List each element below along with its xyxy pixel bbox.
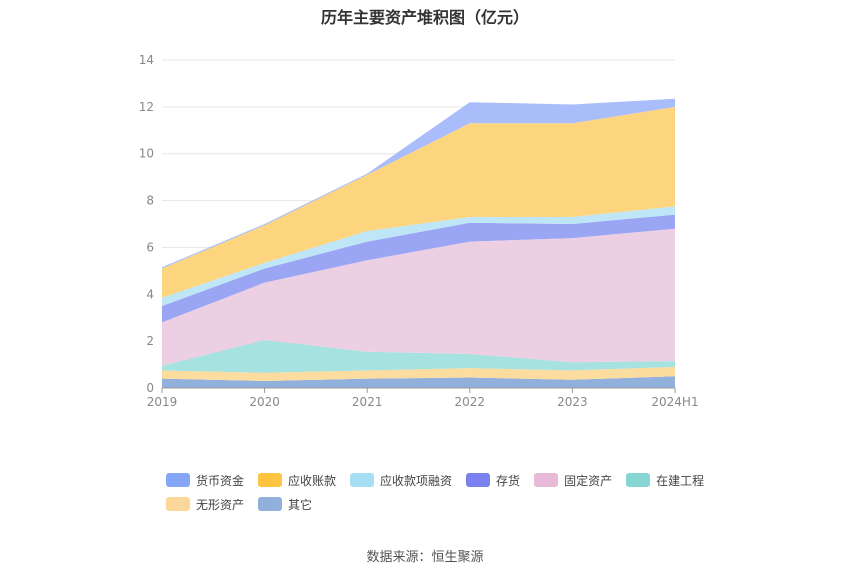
legend-swatch [166,473,190,487]
y-tick-label: 2 [146,334,154,348]
legend-item[interactable]: 固定资产 [534,472,612,488]
area-series-其它 [162,376,675,388]
legend-swatch [258,473,283,487]
area-series-group [162,98,675,388]
x-tick-label: 2019 [147,395,178,409]
x-tick-label: 2024H1 [651,395,698,409]
axes: 0 2 4 6 8 10 12 14 2019 2020 2021 2022 2023 2024H1 [139,53,699,409]
x-tick-label: 2020 [249,395,280,409]
legend-label: 其它 [288,497,313,512]
data-source-note: 数据来源：恒生聚源 [366,550,484,565]
area-series-在建工程 [162,340,675,373]
legend-label: 货币资金 [196,473,245,488]
legend-swatch [166,497,190,511]
legend-item[interactable]: 货币资金 [166,472,244,488]
legend-label: 在建工程 [656,473,705,488]
legend-swatch [626,473,651,487]
area-series-固定资产 [162,228,675,366]
legend-item[interactable]: 在建工程 [626,472,704,488]
y-tick-label: 0 [146,381,154,395]
legend-item[interactable]: 存货 [466,472,520,488]
legend-swatch [350,473,375,487]
legend-label: 存货 [496,473,521,488]
legend-item[interactable]: 应收账款 [258,472,336,488]
y-tick-label: 8 [146,194,154,208]
y-tick-label: 6 [146,240,154,254]
area-series-应收账款 [162,106,675,298]
legend-label: 应收款项融资 [380,473,453,488]
chart-legend: 货币资金 应收账款 应收款项融资 存货 固定资产 在建工程无形资产 其它 [166,472,726,512]
y-tick-label: 12 [139,100,154,114]
legend-label: 固定资产 [564,473,613,488]
legend-item[interactable]: 无形资产 [166,496,244,512]
area-series-应收款项融资 [162,206,675,306]
y-tick-label: 14 [139,53,154,67]
x-tick-label: 2022 [455,395,486,409]
legend-swatch [466,473,491,487]
legend-label: 应收账款 [288,473,337,488]
x-tick-label: 2021 [352,395,383,409]
area-series-无形资产 [162,366,675,381]
chart-title: 历年主要资产堆积图（亿元） [320,8,529,27]
legend-item[interactable]: 应收款项融资 [350,472,452,488]
legend-label: 无形资产 [196,497,245,512]
legend-swatch [258,497,283,511]
legend-item[interactable]: 其它 [258,496,312,512]
y-tick-label: 10 [139,147,154,161]
x-tick-label: 2023 [557,395,588,409]
y-tick-label: 4 [146,287,154,301]
legend-swatch [534,473,559,487]
